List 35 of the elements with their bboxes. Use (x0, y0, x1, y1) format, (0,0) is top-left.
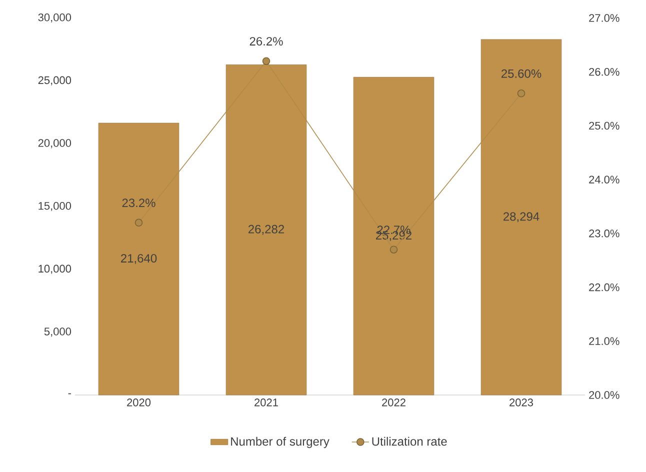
data-label: 26.2% (250, 37, 283, 46)
data-label: 25.60% (502, 69, 542, 78)
bar (353, 76, 434, 396)
data-label: 21,640 (120, 254, 157, 264)
legend-label: Number of surgery (231, 436, 330, 448)
bar (480, 39, 562, 396)
legend-label: Utilization rate (372, 436, 447, 446)
data-label: 23.2% (122, 198, 156, 208)
y-tick-label: 25,000 (38, 76, 72, 86)
data-label: 26,282 (248, 224, 284, 235)
y2-tick-label: 23.0% (589, 230, 620, 238)
data-label: 28,294 (503, 212, 540, 222)
y2-tick-label: 20.0% (589, 391, 620, 399)
point (390, 246, 398, 254)
x-tick-label: 2020 (127, 398, 151, 406)
y-tick-label: 15,000 (38, 202, 72, 212)
y2-tick-label: 21.0% (589, 337, 620, 346)
bar (226, 64, 307, 396)
y-tick-label: 10,000 (38, 264, 72, 274)
y-tick-label: 5,000 (44, 328, 72, 337)
bar (98, 122, 180, 396)
y2-tick-label: 22.0% (589, 283, 620, 292)
x-tick-label: 2021 (254, 398, 278, 406)
y2-tick-label: 24.0% (589, 176, 620, 184)
x-tick-label: 2022 (382, 398, 406, 406)
point (134, 218, 143, 227)
point (517, 90, 526, 98)
y2-tick-label: 27.0% (589, 14, 620, 22)
y-tick-label: 30,000 (38, 13, 72, 23)
y-tick-label: 20,000 (38, 139, 72, 148)
y2-tick-label: 26.0% (589, 68, 620, 76)
x-tick-label: 2023 (510, 398, 533, 406)
point (262, 57, 270, 65)
y-tick-label: - (68, 393, 71, 394)
y2-tick-label: 25.0% (589, 122, 620, 130)
